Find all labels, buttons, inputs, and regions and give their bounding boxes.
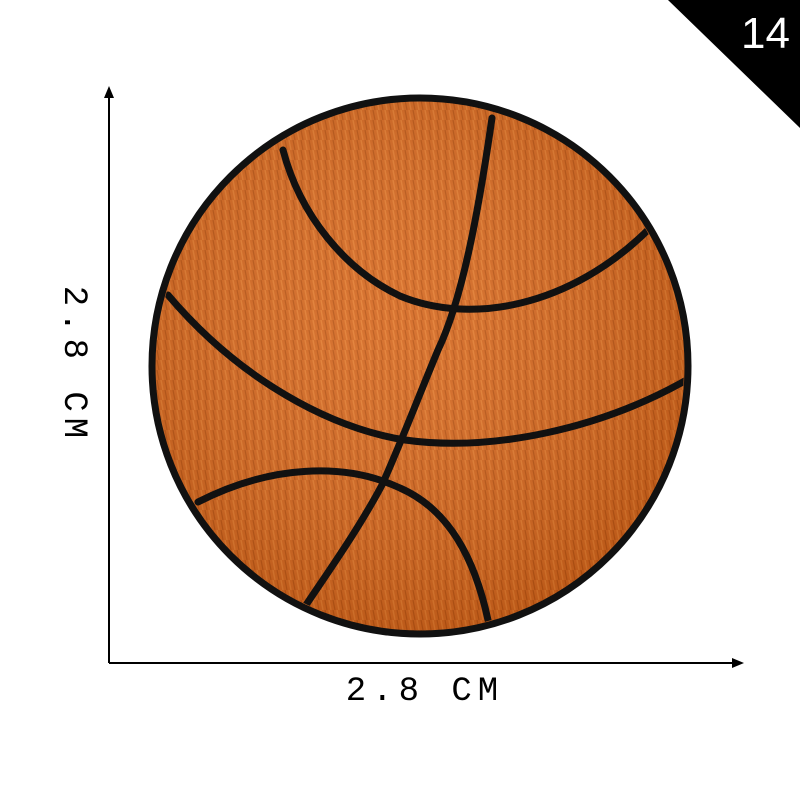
width-dimension-label: 2.8 CM — [345, 673, 505, 711]
seam-lower-arc — [194, 467, 492, 624]
ball-outline — [148, 94, 692, 638]
seam-upper-curve — [279, 146, 654, 313]
height-dimension-label: 2.8 CM — [54, 285, 92, 445]
seam-middle-curve — [164, 291, 684, 447]
badge-number: 14 — [741, 9, 790, 58]
seam-vertical — [302, 114, 496, 609]
horizontal-arrow-icon — [732, 658, 744, 668]
vertical-arrow-icon — [104, 86, 114, 98]
ball-shading — [152, 98, 688, 634]
